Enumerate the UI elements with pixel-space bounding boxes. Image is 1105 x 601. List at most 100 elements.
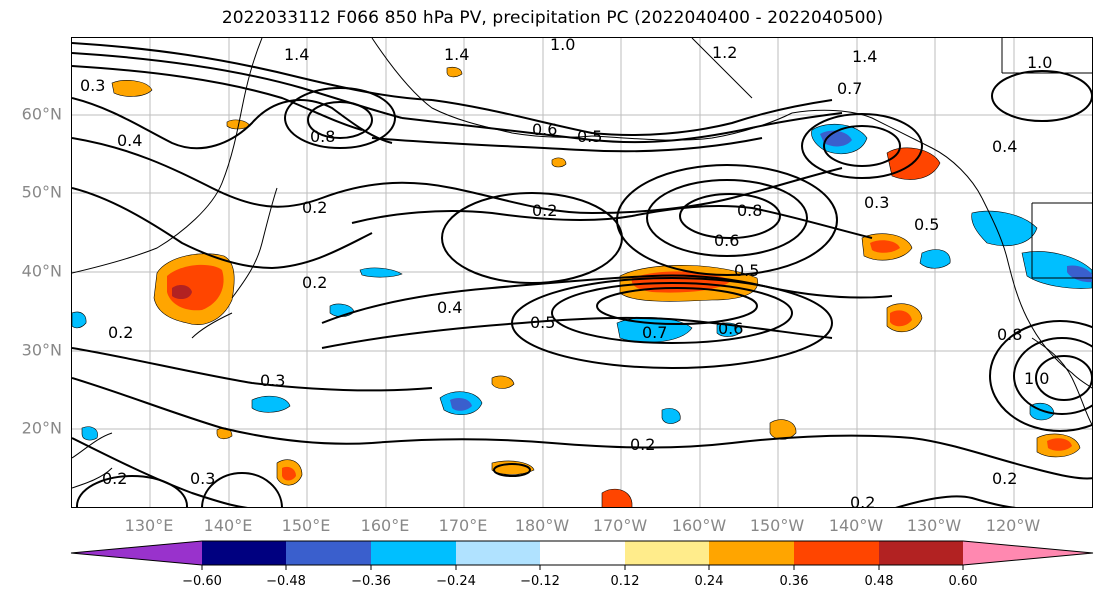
colorbar — [70, 540, 1094, 570]
lat-label-40n: 40°N — [21, 261, 62, 281]
colorbar-segment — [794, 541, 879, 565]
contour-label: 1.4 — [284, 45, 309, 64]
map-canvas: 1.4 1.4 1.0 1.2 1.4 1.0 0.3 0.4 0.8 0.6 … — [72, 38, 1092, 508]
colorbar-segment — [371, 541, 456, 565]
contour-label: 0.3 — [190, 469, 215, 488]
contour-label: 0.2 — [302, 273, 327, 292]
pv-contour — [321, 274, 893, 324]
precip-anomaly-central-north-negative — [359, 267, 403, 278]
precip-anomaly-northwest-positive — [111, 80, 153, 97]
lon-label-180w: 180°W — [514, 516, 570, 535]
lat-label-60n: 60°N — [21, 104, 62, 124]
precip-anomaly-south-central-positive — [601, 488, 633, 507]
pv-closed-contour — [493, 463, 531, 477]
pv-closed-contour — [616, 164, 838, 276]
colorbar-segment-lt-minus-0.60 — [71, 541, 202, 565]
pv-contour — [371, 137, 763, 153]
colorbar-segment — [456, 541, 540, 565]
colorbar-segment — [625, 541, 709, 565]
pv-contour — [72, 42, 433, 101]
precip-anomaly-small-positive-3 — [491, 375, 515, 389]
colorbar-tick-label: −0.12 — [520, 574, 560, 589]
contour-label: 0.6 — [718, 319, 743, 338]
pv-closed-contour — [991, 70, 1092, 122]
pv-contour — [321, 316, 833, 349]
pv-contour — [911, 437, 1092, 480]
lon-label-130w: 130°W — [906, 516, 962, 535]
contour-label: 0.2 — [108, 323, 133, 342]
contour-label: 0.2 — [992, 469, 1017, 488]
contour-label: 0.2 — [850, 493, 875, 508]
colorbar-segment — [709, 541, 794, 565]
pv-closed-contour — [1035, 355, 1092, 401]
colorbar-segment — [286, 541, 371, 565]
precip-anomaly-mexico-positive-core — [1047, 438, 1072, 451]
pv-closed-contour — [284, 87, 396, 149]
pv-contour — [351, 205, 873, 239]
pv-contour — [72, 52, 403, 119]
precip-anomaly-western-pacific-negative — [251, 395, 291, 413]
pv-closed-contour — [679, 193, 781, 239]
contour-label: 0.5 — [914, 215, 939, 234]
colorbar-segment — [202, 541, 286, 565]
contour-label: 0.6 — [714, 231, 739, 250]
colorbar-tick-label: 0.48 — [864, 574, 894, 589]
contour-label: 0.6 — [532, 120, 557, 139]
lon-label-140e: 140°E — [203, 516, 253, 535]
contour-label: 0.7 — [642, 323, 667, 342]
contour-label: 0.4 — [992, 137, 1017, 156]
precip-anomaly-west-us-negative — [1021, 251, 1092, 289]
contour-label: 0.3 — [864, 193, 889, 212]
colorbar-tick-label: −0.36 — [351, 574, 391, 589]
lon-label-170e: 170°E — [438, 516, 488, 535]
pv-closed-contour — [823, 125, 901, 167]
contour-label: 1.4 — [852, 47, 877, 66]
contour-label: 1.0 — [550, 38, 575, 54]
pv-contour — [72, 187, 373, 270]
lat-label-30n: 30°N — [21, 340, 62, 360]
precip-anomaly-small-positive-1 — [551, 157, 567, 168]
pv-closed-contour — [596, 287, 758, 325]
precip-anomaly-pacific-northwest-negative — [971, 210, 1038, 247]
lat-label-20n: 20°N — [21, 418, 62, 438]
lon-label-120w: 120°W — [985, 516, 1041, 535]
lon-label-150e: 150°E — [281, 516, 331, 535]
pv-closed-contour — [1013, 337, 1092, 415]
pv-closed-contour — [801, 113, 923, 179]
pv-contour — [72, 377, 373, 445]
precip-anomaly-gulf-of-alaska-negative-core — [820, 130, 852, 147]
lon-label-150w: 150°W — [749, 516, 805, 535]
colorbar-tick-label: −0.48 — [266, 574, 306, 589]
pv-contour — [72, 65, 363, 131]
pv-closed-contour — [76, 475, 188, 507]
pv-closed-contour — [646, 179, 808, 257]
colorbar-tick-label: 0.24 — [694, 574, 724, 589]
contour-label: 0.3 — [80, 76, 105, 95]
pv-contour — [371, 434, 913, 449]
lon-label-170w: 170°W — [592, 516, 648, 535]
contour-label: 0.8 — [310, 127, 335, 146]
contour-label: 0.8 — [997, 325, 1022, 344]
colorbar-tick-label: 0.12 — [610, 574, 640, 589]
pv-contour — [401, 112, 843, 144]
lon-label-140w: 140°W — [828, 516, 884, 535]
precip-anomaly-subtropical-negative-core — [450, 398, 472, 411]
pv-closed-contour — [307, 101, 373, 139]
pv-contour — [431, 99, 833, 136]
contour-label: 0.3 — [260, 371, 285, 390]
contour-label: 1.2 — [712, 43, 737, 62]
contour-label: 0.4 — [117, 131, 142, 150]
colorbar-tick-label: 0.60 — [948, 574, 978, 589]
lon-label-160w: 160°W — [671, 516, 727, 535]
precip-anomaly-japan-peak — [172, 284, 192, 300]
map-panel: 1.4 1.4 1.0 1.2 1.4 1.0 0.3 0.4 0.8 0.6 … — [71, 37, 1093, 508]
map-title: 2022033112 F066 850 hPa PV, precipitatio… — [221, 8, 884, 28]
lat-label-50n: 50°N — [21, 182, 62, 202]
colorbar-tick-label: −0.24 — [436, 574, 476, 589]
precip-anomaly-small-positive-5 — [446, 66, 463, 78]
precip-anomaly-subtropical-positive-core — [890, 310, 912, 327]
precip-anomaly-southwest-negative — [81, 426, 98, 441]
pv-closed-contour — [441, 192, 623, 284]
pv-closed-contour — [551, 282, 793, 344]
pv-contour — [72, 97, 393, 150]
